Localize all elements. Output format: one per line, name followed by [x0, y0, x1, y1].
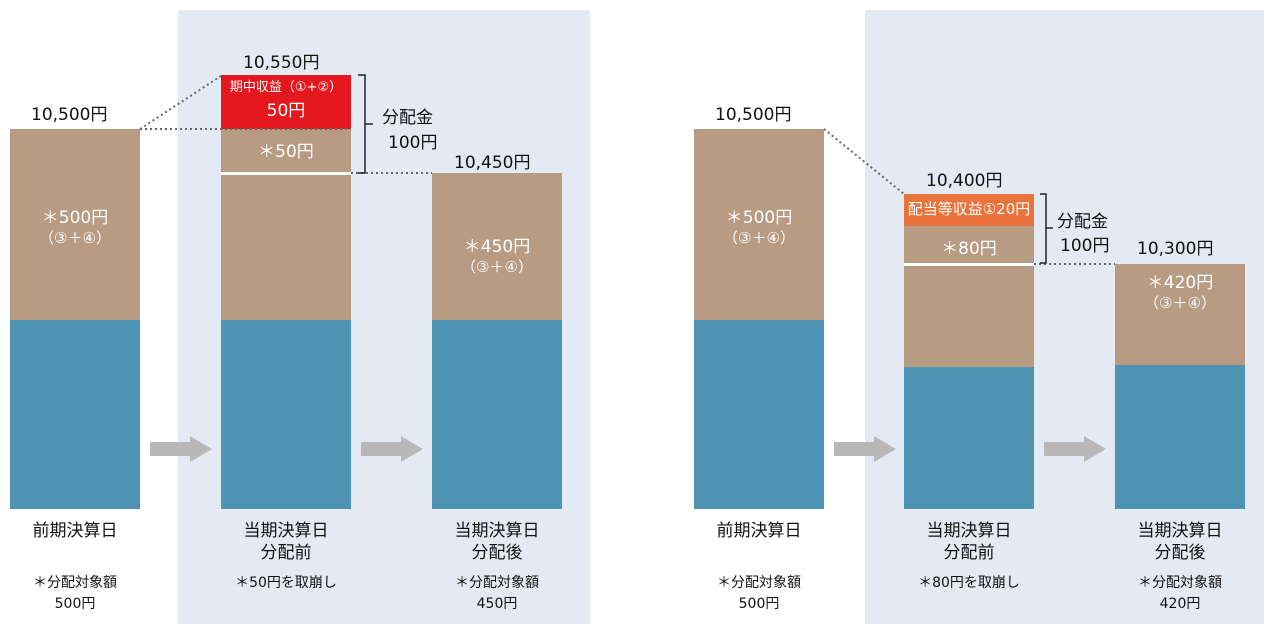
left-after-price: 10,450円 [454, 153, 531, 173]
left-before-income-bar [221, 75, 351, 129]
right-distribution-amount: 100円 [1060, 236, 1110, 256]
right-before-price: 10,400円 [926, 171, 1003, 191]
right-before-label-line2: 分配前 [943, 543, 995, 563]
left-prev-inner-amount-text: ＊500円 [41, 208, 109, 228]
right-before-label: 当期決算日 分配前 [894, 520, 1044, 564]
right-prev-inner-amount: ＊500円 （③＋④） [694, 208, 824, 248]
left-after-label: 当期決算日 分配後 [422, 520, 572, 564]
right-before-base-bar [904, 367, 1034, 509]
right-after-distributable-bar [1115, 264, 1245, 365]
right-prev-note: ＊分配対象額 500円 [684, 573, 834, 615]
left-before-income-label: 期中収益（①+②） [229, 80, 343, 95]
left-after-inner-note: （③＋④） [461, 258, 533, 277]
right-connector-prev-to-before-diag [823, 128, 905, 195]
left-after-label-line1: 当期決算日 [454, 521, 540, 541]
right-after-inner-amount-text: ＊420円 [1146, 273, 1214, 293]
right-after-note-line1: ＊分配対象額 [1138, 575, 1222, 591]
right-before-note: ＊80円を取崩し [879, 573, 1059, 594]
right-distribution-label: 分配金 [1057, 212, 1108, 232]
left-distribution-amount: 100円 [388, 133, 438, 153]
right-before-note-text: ＊80円を取崩し [918, 575, 1020, 591]
right-prev-inner-amount-text: ＊500円 [725, 208, 793, 228]
right-arrow-1-icon [834, 436, 896, 462]
left-before-price: 10,550円 [243, 53, 320, 73]
right-prev-label-text: 前期決算日 [716, 521, 802, 541]
right-before-label-line1: 当期決算日 [926, 521, 1012, 541]
right-after-base-bar [1115, 365, 1245, 509]
left-before-label-line1: 当期決算日 [243, 521, 329, 541]
left-after-distributable-bar [432, 173, 562, 320]
right-prev-distributable-bar [694, 129, 824, 320]
right-after-label-line1: 当期決算日 [1137, 521, 1223, 541]
left-prev-label-text: 前期決算日 [32, 521, 118, 541]
right-prev-note-line1: ＊分配対象額 [717, 575, 801, 591]
right-prev-base-bar [694, 320, 824, 509]
left-before-label: 当期決算日 分配前 [211, 520, 361, 564]
left-after-note: ＊分配対象額 450円 [422, 573, 572, 615]
right-after-note-line2: 420円 [1159, 596, 1201, 612]
right-before-income-bar [904, 194, 1034, 226]
right-before-distributable-bar [904, 226, 1034, 367]
right-after-label-line2: 分配後 [1154, 543, 1206, 563]
left-before-label-line2: 分配前 [260, 543, 312, 563]
left-prev-base-bar [10, 320, 140, 509]
right-before-income-label: 配当等収益①20円 [907, 200, 1031, 218]
right-prev-label: 前期決算日 [684, 520, 834, 542]
left-prev-label: 前期決算日 [0, 520, 150, 542]
left-before-income-amount: 50円 [266, 101, 306, 121]
right-before-white-line [904, 263, 1034, 266]
right-after-inner-note: （③＋④） [1144, 294, 1216, 313]
left-prev-inner-amount: ＊500円 （③＋④） [10, 208, 140, 248]
right-distribution-bracket [1040, 193, 1047, 264]
right-after-label: 当期決算日 分配後 [1105, 520, 1255, 564]
left-prev-note: ＊分配対象額 500円 [0, 573, 150, 615]
left-after-label-line2: 分配後 [471, 543, 523, 563]
right-arrow-2-icon [1044, 436, 1106, 462]
left-after-note-line2: 450円 [476, 596, 518, 612]
right-prev-inner-note: （③＋④） [723, 229, 795, 248]
left-after-base-bar [432, 320, 562, 509]
left-prev-price: 10,500円 [31, 105, 108, 125]
left-before-note: ＊50円を取崩し [196, 573, 376, 594]
left-distribution-bracket [358, 74, 366, 174]
left-before-note-text: ＊50円を取崩し [235, 575, 337, 591]
left-arrow-1-icon [150, 436, 212, 462]
right-after-price: 10,300円 [1137, 239, 1214, 259]
left-distribution-label: 分配金 [382, 108, 433, 128]
left-prev-note-line1: ＊分配対象額 [33, 575, 117, 591]
right-prev-note-line2: 500円 [738, 596, 780, 612]
left-before-base-bar [221, 320, 351, 509]
left-before-distributable-bar [221, 129, 351, 320]
left-arrow-2-icon [361, 436, 423, 462]
left-after-inner-amount-text: ＊450円 [463, 237, 531, 257]
left-before-drawdown: ＊50円 [258, 142, 314, 162]
left-prev-note-line2: 500円 [54, 596, 96, 612]
right-prev-price: 10,500円 [715, 105, 792, 125]
right-after-inner-amount: ＊420円 （③＋④） [1115, 273, 1245, 313]
left-prev-inner-note: （③＋④） [39, 229, 111, 248]
left-before-white-line [221, 172, 351, 175]
right-after-note: ＊分配対象額 420円 [1105, 573, 1255, 615]
left-after-note-line1: ＊分配対象額 [455, 575, 539, 591]
left-prev-distributable-bar [10, 129, 140, 320]
left-after-inner-amount: ＊450円 （③＋④） [432, 237, 562, 277]
right-before-drawdown: ＊80円 [941, 239, 997, 259]
left-connector-prev-to-before-diag [139, 75, 222, 130]
